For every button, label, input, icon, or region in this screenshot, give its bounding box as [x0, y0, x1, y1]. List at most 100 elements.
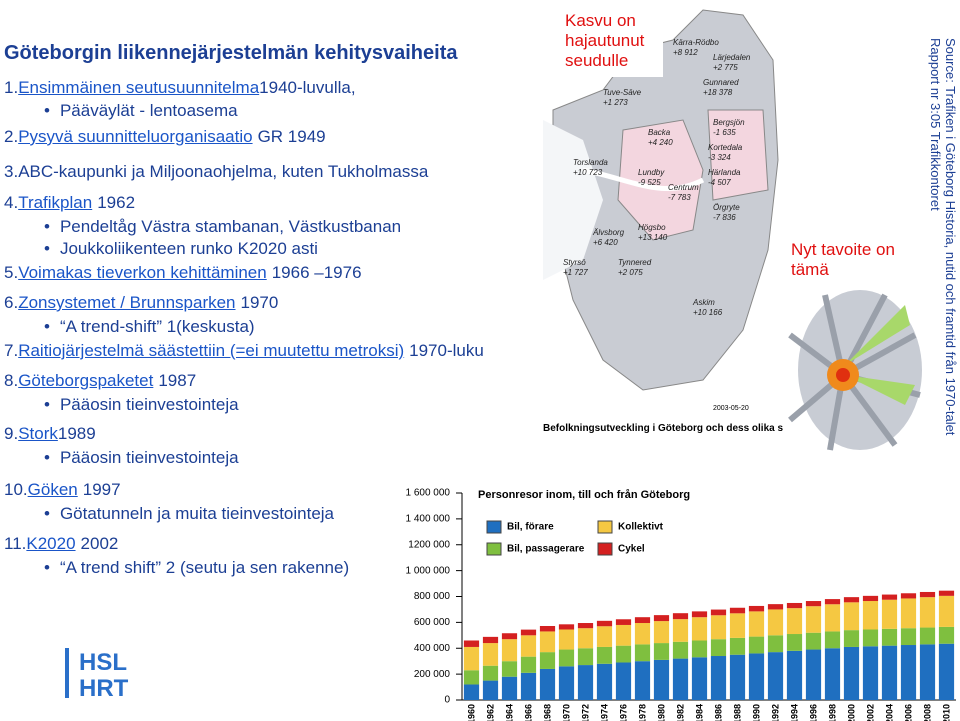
y-tick-label: 600 000: [414, 617, 451, 628]
x-tick-label: 2004: [885, 704, 895, 721]
bar-segment: [558, 624, 575, 630]
legend-swatch: [597, 520, 613, 534]
bar-segment: [615, 662, 632, 700]
bar-segment: [729, 654, 746, 700]
item-link[interactable]: Stork: [18, 424, 58, 443]
bar-segment: [824, 599, 841, 605]
item-link[interactable]: Voimakas tieverkon kehittäminen: [18, 263, 267, 282]
list-item: 10.Göken 1997: [4, 480, 121, 500]
item-text: 1970-luku: [409, 341, 484, 360]
sub-item: • Pääväylät - lentoasema: [44, 101, 238, 121]
legend-swatch: [486, 542, 502, 556]
item-link[interactable]: Trafikplan: [18, 193, 93, 212]
district-change: +8 912: [673, 48, 698, 57]
x-tick-label: 2008: [923, 704, 933, 721]
x-tick-label: 1960: [467, 704, 477, 721]
item-link[interactable]: Raitiojärjestelmä säästettiin (=ei muute…: [18, 341, 405, 360]
bar-segment: [748, 611, 765, 637]
list-item: 1.Ensimmäinen seutusuunnitelma1940-luvul…: [4, 78, 356, 98]
bar-segment: [710, 609, 727, 616]
district-change: +1 273: [603, 98, 628, 107]
bar-segment: [577, 623, 594, 629]
x-tick-label: 1992: [771, 704, 781, 721]
sub-item: • Pääosin tieinvestointeja: [44, 395, 239, 415]
list-item: 8.Göteborgspaketet 1987: [4, 371, 196, 391]
district-change: +18 378: [703, 88, 733, 97]
item-link[interactable]: Göken: [27, 480, 78, 499]
bar-segment: [482, 680, 499, 700]
map-date: 2003-05-20: [713, 405, 749, 412]
legend-swatch: [486, 520, 502, 534]
x-tick-label: 2010: [942, 704, 952, 721]
bar-segment: [862, 601, 879, 630]
bar-segment: [805, 601, 822, 607]
bar-segment: [938, 595, 955, 627]
bar-segment: [729, 607, 746, 614]
list-item: 9.Stork1989: [4, 424, 96, 444]
bullet: •: [44, 239, 50, 258]
chart-title: Personresor inom, till och från Göteborg: [478, 489, 690, 501]
bar-segment: [748, 653, 765, 700]
map-inner-city: [617, 119, 704, 241]
bar-segment: [520, 635, 537, 657]
item-text: 1940-luvulla,: [259, 78, 356, 97]
y-tick-label: 400 000: [414, 643, 451, 654]
bar-segment: [577, 648, 594, 666]
x-tick-label: 2002: [866, 704, 876, 721]
list-item: 6.Zonsystemet / Brunnsparken 1970: [4, 293, 278, 313]
x-tick-label: 1968: [543, 704, 553, 721]
bar-segment: [634, 623, 651, 645]
bar-segment: [615, 624, 632, 646]
legend-label: Bil, passagerare: [507, 544, 585, 555]
item-link[interactable]: Göteborgspaketet: [18, 371, 154, 390]
list-item: 7.Raitiojärjestelmä säästettiin (=ei muu…: [4, 341, 484, 361]
x-tick-label: 1998: [828, 704, 838, 721]
district-change: -7 836: [713, 213, 736, 222]
bar-segment: [691, 611, 708, 618]
item-link[interactable]: Zonsystemet / Brunnsparken: [18, 293, 236, 312]
bar-segment: [672, 641, 689, 659]
district-change: +4 240: [648, 138, 673, 147]
bar-segment: [463, 684, 480, 700]
sub-item-text: “A trend-shift” 1(keskusta): [59, 317, 255, 336]
bar-segment: [501, 633, 518, 640]
item-text: 1970: [240, 293, 279, 312]
bar-segment: [938, 590, 955, 596]
bar-segment: [824, 631, 841, 649]
district-change: +10 166: [693, 308, 723, 317]
item-number: 6.: [4, 293, 19, 312]
bar-segment: [729, 637, 746, 655]
item-link[interactable]: Ensimmäinen seutusuunnitelma: [18, 78, 260, 97]
sub-item-text: Pääosin tieinvestointeja: [59, 448, 239, 467]
logo-text: HSL: [79, 649, 127, 676]
district-labels: Kärra-Rödbo+8 912 Tuve-Säve+1 273 Lärjedal…: [563, 38, 751, 317]
bar-segment: [710, 639, 727, 657]
bar-segment: [767, 635, 784, 653]
item-text: GR 1949: [257, 127, 326, 146]
bar-segment: [539, 625, 556, 632]
x-tick-label: 2000: [847, 704, 857, 721]
bar-segment: [710, 656, 727, 700]
bar-segment: [501, 661, 518, 677]
center-core: [836, 368, 850, 382]
bar-segment: [862, 595, 879, 602]
x-tick-label: 1984: [695, 704, 705, 721]
sub-item-text: Joukkoliikenteen runko K2020 asti: [59, 239, 318, 258]
logo-bar: [65, 648, 69, 698]
bar-segment: [900, 593, 917, 599]
item-number: 10.: [4, 480, 28, 499]
bar-segment: [520, 672, 537, 700]
sub-item-text: Pääväylät - lentoasema: [59, 101, 238, 120]
legend-label: Kollektivt: [618, 522, 664, 533]
item-number: 1.: [4, 78, 19, 97]
bullet: •: [44, 504, 50, 523]
x-tick-label: 1964: [505, 704, 515, 721]
bar-segment: [482, 643, 499, 666]
bar-segment: [824, 604, 841, 632]
bar-segment: [672, 613, 689, 620]
x-tick-label: 2006: [904, 704, 914, 721]
bar-segment: [653, 621, 670, 644]
bar-segment: [501, 639, 518, 662]
item-link[interactable]: K2020: [26, 534, 76, 553]
item-link[interactable]: Pysyvä suunnitteluorganisaatio: [18, 127, 253, 146]
